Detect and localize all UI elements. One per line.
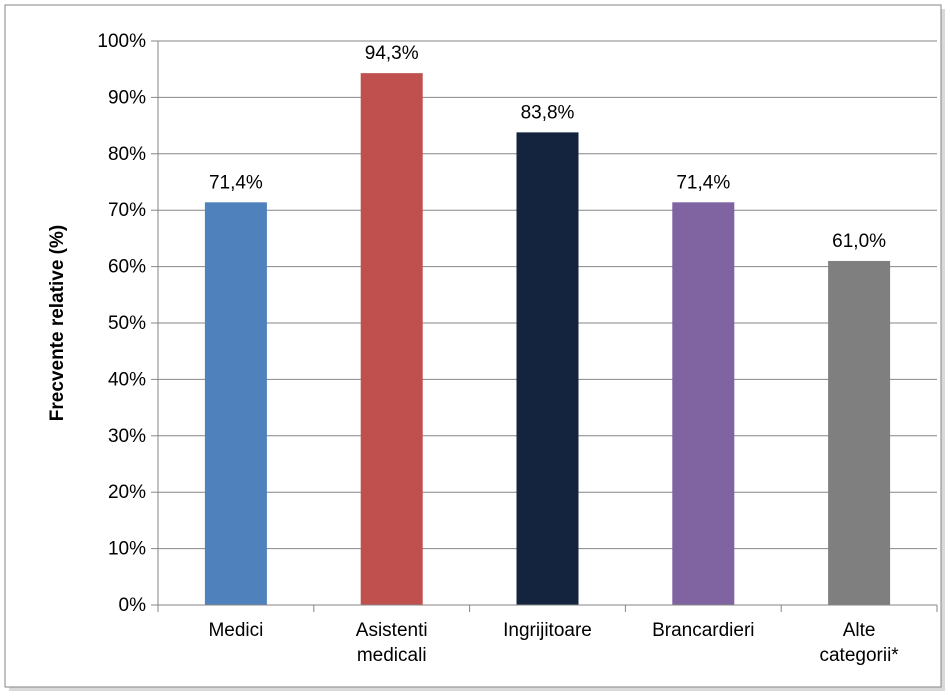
y-axis-title: Frecvente relative (%) xyxy=(47,225,68,421)
y-tick-label: 70% xyxy=(108,200,146,221)
y-tick-label: 0% xyxy=(119,595,147,616)
bar xyxy=(672,202,735,605)
y-tick-label: 40% xyxy=(108,369,146,390)
x-tick-label: Medici xyxy=(208,620,263,641)
y-tick-label: 30% xyxy=(108,426,146,447)
x-tick-label: Alte xyxy=(843,620,876,641)
y-tick-label: 50% xyxy=(108,313,146,334)
x-tick-label: categorii* xyxy=(819,645,899,666)
y-tick-label: 10% xyxy=(108,539,146,560)
bars xyxy=(204,73,891,606)
bar xyxy=(360,73,423,605)
data-label: 61,0% xyxy=(832,231,886,252)
bar xyxy=(828,260,891,605)
y-tick-label: 20% xyxy=(108,482,146,503)
data-label: 71,4% xyxy=(676,172,730,193)
axes xyxy=(151,40,938,612)
bar xyxy=(516,132,579,606)
y-tick-label: 60% xyxy=(108,257,146,278)
chart-border xyxy=(4,4,942,688)
x-tick-label: Brancardieri xyxy=(652,620,754,641)
y-tick-label: 80% xyxy=(108,144,146,165)
y-tick-label: 100% xyxy=(97,31,146,52)
data-label: 71,4% xyxy=(209,172,263,193)
x-tick-label: Ingrijitoare xyxy=(503,620,592,641)
data-label: 94,3% xyxy=(365,43,419,64)
bar xyxy=(204,202,267,605)
y-tick-label: 90% xyxy=(108,87,146,108)
labels: 0% 10% 20% 30% 40% 50% 60% 70% 80% 90% 100% 71,4% Me… xyxy=(97,31,899,666)
x-tick-label: medicali xyxy=(357,645,427,666)
data-label: 83,8% xyxy=(521,102,575,123)
x-tick-label: Asistenti xyxy=(356,620,428,641)
